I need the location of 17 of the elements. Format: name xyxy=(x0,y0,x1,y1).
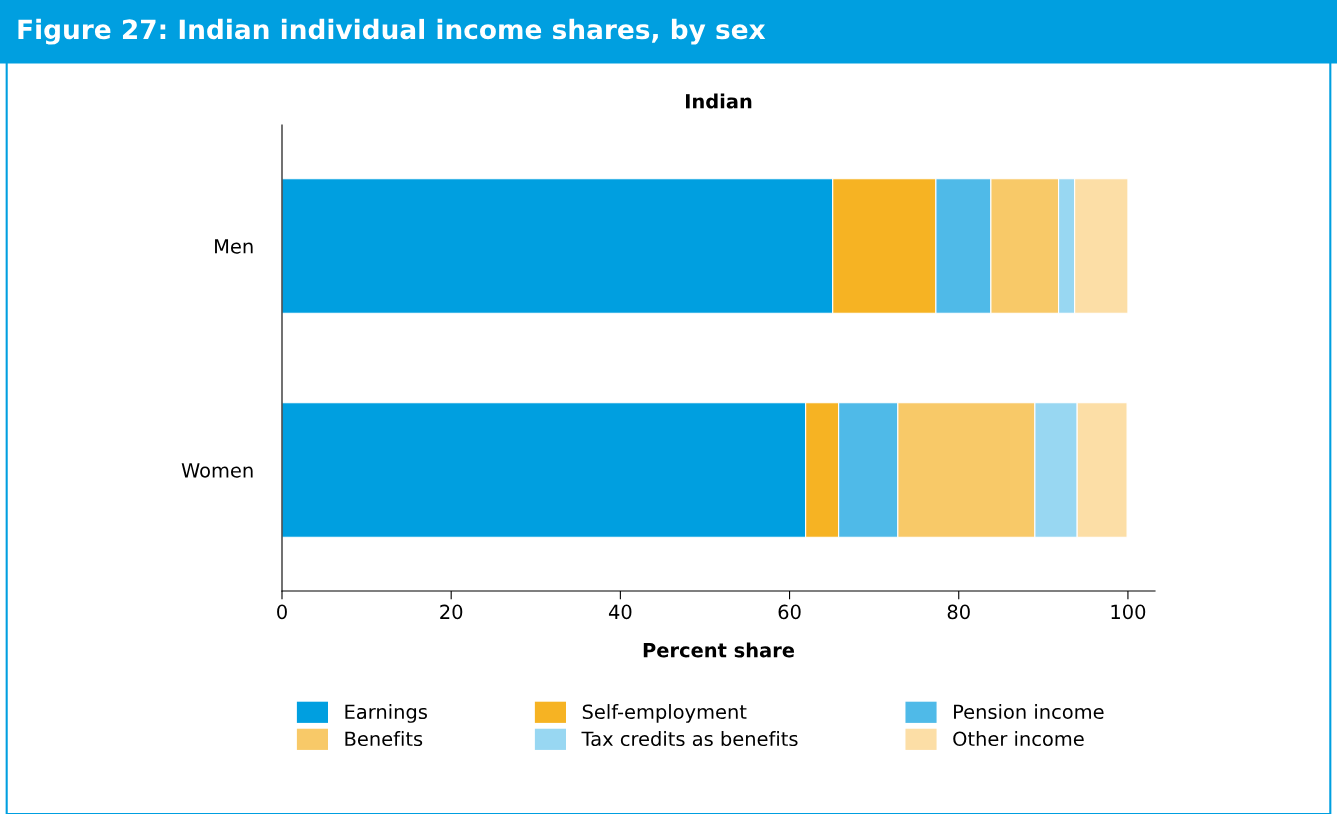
chart-title: Figure 27: Indian individual income shares, by sex xyxy=(18,18,766,45)
x-tick-label: 80 xyxy=(947,604,970,620)
y-tick-label: Men xyxy=(215,239,253,254)
x-tick-label: 60 xyxy=(778,604,801,620)
y-tick-label: Women xyxy=(181,463,253,478)
chart-subtitle: Indian xyxy=(685,93,752,109)
x-tick-label: 0 xyxy=(277,604,287,620)
legend-label: Pension income xyxy=(954,704,1104,720)
x-tick-label: 100 xyxy=(1111,604,1146,620)
legend-label: Earnings xyxy=(345,704,427,723)
legend-label: Self-employment xyxy=(582,704,747,723)
x-tick-label: 40 xyxy=(608,604,632,620)
legend-label: Other income xyxy=(953,731,1084,747)
legend-label: Benefits xyxy=(345,731,423,747)
legend-label: Tax credits as benefits xyxy=(581,731,798,747)
x-axis-title: Percent share xyxy=(643,642,795,658)
x-tick-label: 20 xyxy=(440,604,463,620)
